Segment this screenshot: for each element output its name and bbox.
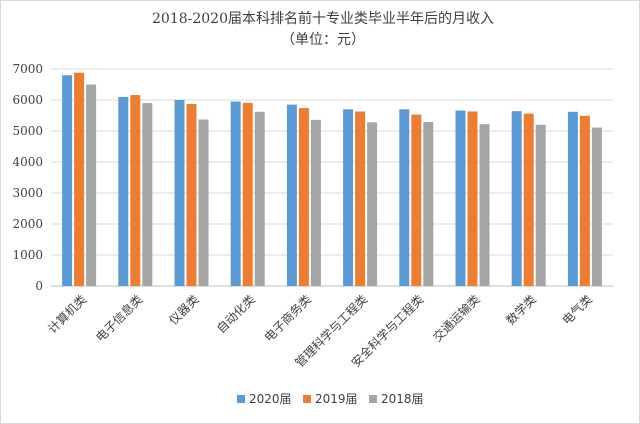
- x-category-label: 交通运输类: [430, 292, 483, 345]
- bar-2018届-仪器类: [198, 119, 209, 286]
- bar-2019届-计算机类: [74, 72, 85, 286]
- bar-2019届-自动化类: [242, 102, 253, 286]
- x-category-label: 仪器类: [166, 292, 201, 327]
- chart-subtitle: （单位：元）: [281, 32, 365, 48]
- bar-2019届-电子商务类: [298, 108, 309, 286]
- bar-2019届-交通运输类: [467, 111, 478, 286]
- bar-2018届-计算机类: [86, 84, 97, 286]
- bar-2020届-管理科学与工程类: [343, 109, 354, 286]
- y-tick-label: 7000: [12, 62, 43, 76]
- chart-title: 2018-2020届本科排名前十专业类毕业半年后的月收入: [152, 10, 494, 27]
- y-tick-label: 2000: [12, 217, 43, 231]
- bars: [62, 72, 602, 287]
- legend-swatch: [237, 395, 245, 403]
- bar-2020届-交通运输类: [455, 110, 466, 286]
- legend-label: 2020届: [249, 392, 292, 406]
- bar-2019届-管理科学与工程类: [355, 111, 366, 286]
- y-tick-label: 3000: [12, 186, 43, 200]
- legend: 2020届 2019届 2018届: [237, 392, 424, 406]
- x-category-label: 计算机类: [45, 292, 90, 337]
- bar-2020届-安全科学与工程类: [399, 109, 410, 286]
- bar-2020届-数学类: [511, 111, 522, 286]
- y-axis-ticks: 0 1000 2000 3000 4000 5000 6000 7000: [12, 62, 43, 293]
- bar-2019届-电子信息类: [130, 95, 141, 286]
- x-category-label: 数学类: [503, 292, 539, 328]
- legend-swatch: [303, 395, 311, 403]
- bar-2020届-电气类: [567, 111, 578, 286]
- bar-2018届-数学类: [535, 124, 546, 286]
- bar-2020届-自动化类: [230, 101, 241, 286]
- legend-swatch: [369, 395, 377, 403]
- legend-label: 2018届: [381, 392, 424, 406]
- bar-2018届-自动化类: [254, 111, 265, 286]
- bar-2018届-电气类: [591, 127, 602, 286]
- bar-2019届-电气类: [579, 115, 590, 286]
- bar-2018届-交通运输类: [479, 124, 490, 287]
- bar-2018届-管理科学与工程类: [367, 122, 378, 286]
- bar-2018届-电子信息类: [142, 103, 153, 286]
- y-tick-label: 4000: [12, 155, 43, 169]
- x-category-label: 电气类: [559, 292, 595, 328]
- bar-2020届-电子商务类: [286, 104, 297, 287]
- y-tick-label: 5000: [12, 124, 43, 138]
- bar-2019届-仪器类: [186, 104, 197, 286]
- bar-2019届-安全科学与工程类: [411, 114, 422, 286]
- bar-2020届-仪器类: [174, 100, 185, 286]
- y-tick-label: 6000: [12, 93, 43, 107]
- x-category-label: 电子信息类: [92, 292, 145, 345]
- bar-2019届-数学类: [523, 113, 534, 286]
- y-tick-label: 1000: [12, 248, 43, 262]
- bar-2020届-电子信息类: [118, 96, 129, 287]
- bar-2018届-电子商务类: [310, 119, 321, 286]
- bar-2020届-计算机类: [62, 75, 73, 286]
- x-category-label: 电子商务类: [261, 292, 314, 345]
- x-category-label: 自动化类: [214, 292, 258, 336]
- bar-2018届-安全科学与工程类: [423, 122, 434, 286]
- y-tick-label: 0: [35, 279, 43, 293]
- legend-label: 2019届: [315, 392, 358, 406]
